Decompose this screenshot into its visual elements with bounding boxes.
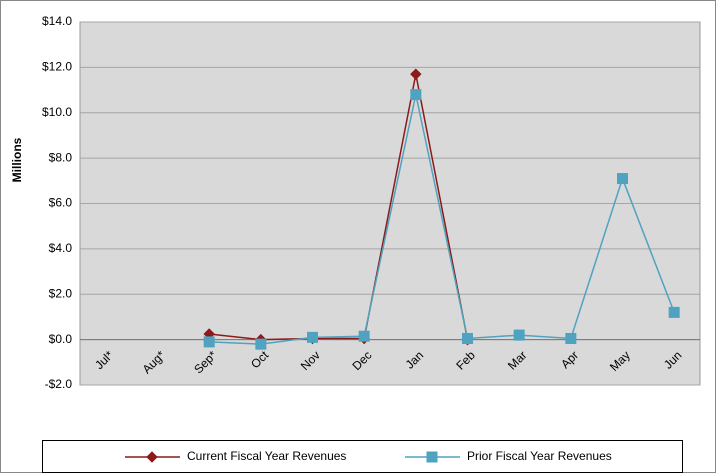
y-tick-label: $2.0 — [49, 286, 73, 300]
y-tick-label: $0.0 — [49, 332, 73, 346]
data-point — [410, 89, 422, 101]
data-point — [358, 330, 370, 342]
y-tick-label: $6.0 — [49, 196, 73, 210]
data-point — [513, 329, 525, 341]
data-point — [565, 332, 577, 344]
data-point — [410, 68, 422, 80]
y-tick-label: $8.0 — [49, 150, 73, 164]
data-point — [617, 173, 628, 185]
data-point — [462, 332, 473, 344]
legend-marker — [146, 451, 158, 463]
y-tick-label: $14.0 — [42, 14, 72, 28]
data-point — [255, 338, 267, 350]
series-line — [209, 74, 469, 341]
series-line — [209, 94, 675, 345]
y-axis-title: Millions — [10, 137, 24, 182]
legend-label: Current Fiscal Year Revenues — [187, 449, 346, 463]
y-tick-label: $12.0 — [42, 60, 72, 74]
data-point — [203, 336, 215, 348]
legend-label: Prior Fiscal Year Revenues — [467, 449, 612, 463]
data-point — [668, 306, 680, 318]
y-tick-label: -$2.0 — [45, 377, 73, 391]
data-point — [307, 331, 318, 343]
y-tick-label: $4.0 — [49, 241, 73, 255]
legend-marker — [426, 451, 438, 463]
y-tick-label: $10.0 — [42, 105, 72, 119]
